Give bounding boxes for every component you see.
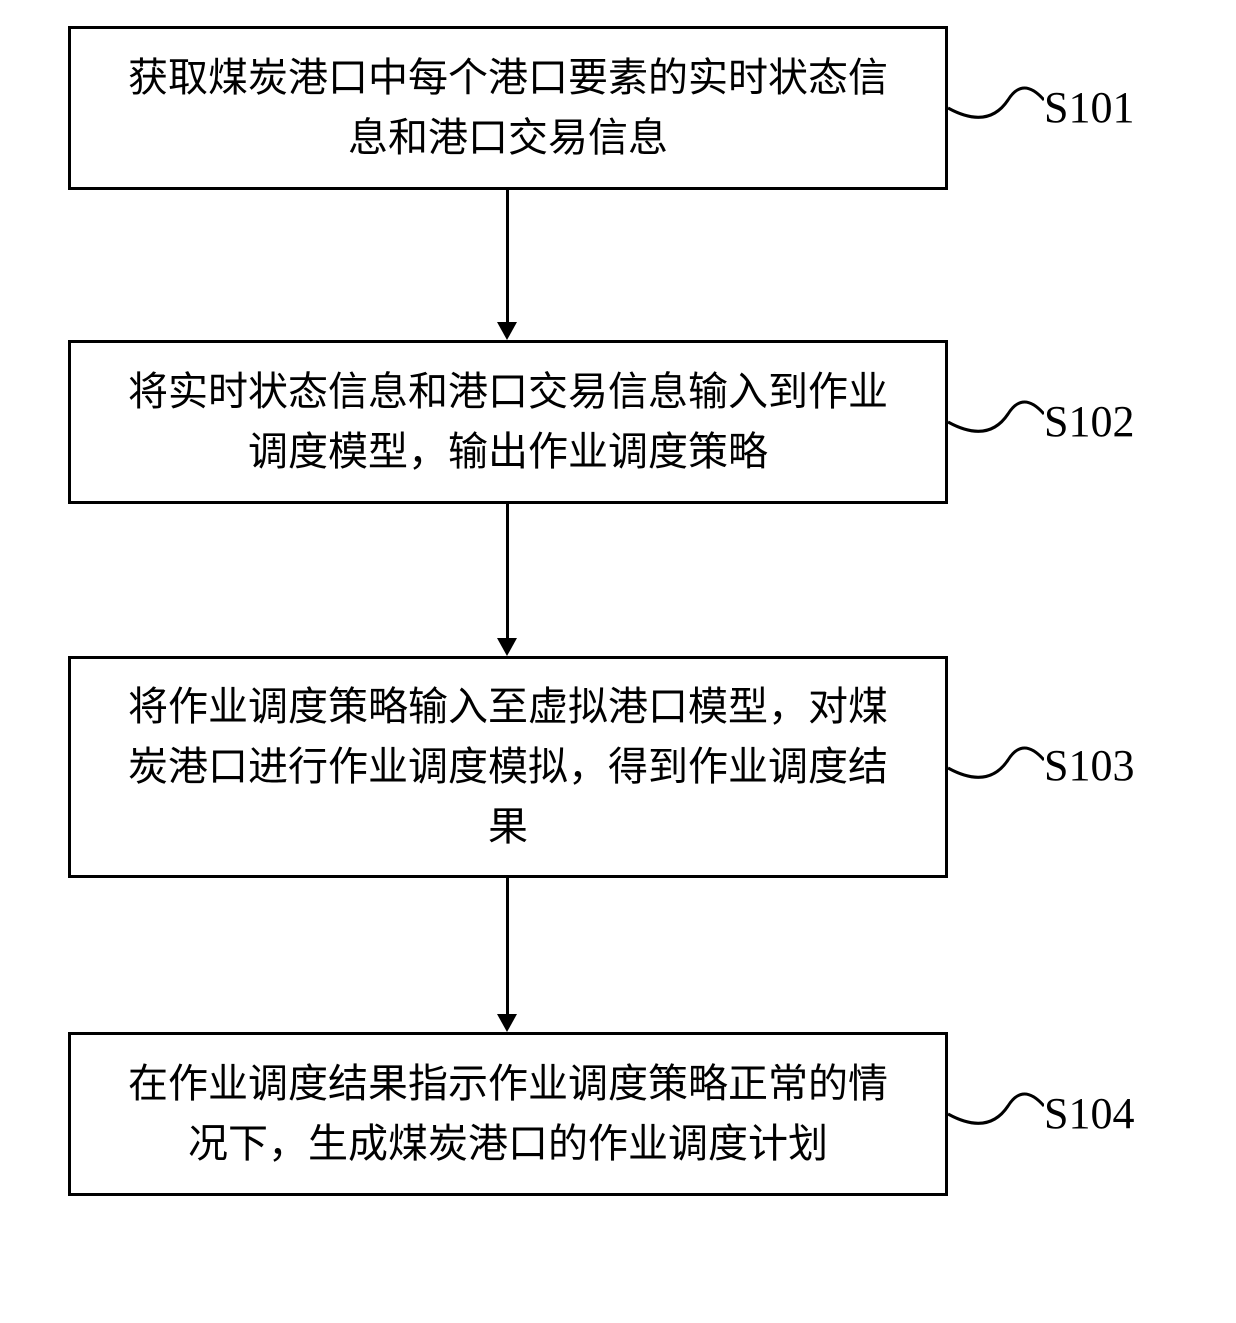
- connector-4: [948, 1076, 1044, 1146]
- flowchart-node-1: 获取煤炭港口中每个港口要素的实时状态信息和港口交易信息: [68, 26, 948, 190]
- node-4-text: 在作业调度结果指示作业调度策略正常的情况下，生成煤炭港口的作业调度计划: [128, 1054, 888, 1174]
- connector-2: [948, 384, 1044, 454]
- arrow-head-1-2: [497, 322, 517, 340]
- node-1-text: 获取煤炭港口中每个港口要素的实时状态信息和港口交易信息: [128, 48, 888, 168]
- arrow-3-4: [506, 878, 509, 1014]
- arrow-head-2-3: [497, 638, 517, 656]
- arrow-2-3: [506, 504, 509, 638]
- arrow-1-2: [506, 190, 509, 322]
- flowchart-container: 获取煤炭港口中每个港口要素的实时状态信息和港口交易信息 S101 将实时状态信息…: [0, 0, 1236, 1323]
- node-1-label: S101: [1044, 82, 1134, 133]
- flowchart-node-3: 将作业调度策略输入至虚拟港口模型，对煤炭港口进行作业调度模拟，得到作业调度结果: [68, 656, 948, 878]
- node-3-text: 将作业调度策略输入至虚拟港口模型，对煤炭港口进行作业调度模拟，得到作业调度结果: [128, 677, 888, 857]
- arrow-head-3-4: [497, 1014, 517, 1032]
- node-4-label: S104: [1044, 1088, 1134, 1139]
- connector-3: [948, 730, 1044, 800]
- node-2-text: 将实时状态信息和港口交易信息输入到作业调度模型，输出作业调度策略: [128, 362, 888, 482]
- node-3-label: S103: [1044, 740, 1134, 791]
- flowchart-node-2: 将实时状态信息和港口交易信息输入到作业调度模型，输出作业调度策略: [68, 340, 948, 504]
- flowchart-node-4: 在作业调度结果指示作业调度策略正常的情况下，生成煤炭港口的作业调度计划: [68, 1032, 948, 1196]
- node-2-label: S102: [1044, 396, 1134, 447]
- connector-1: [948, 70, 1044, 140]
